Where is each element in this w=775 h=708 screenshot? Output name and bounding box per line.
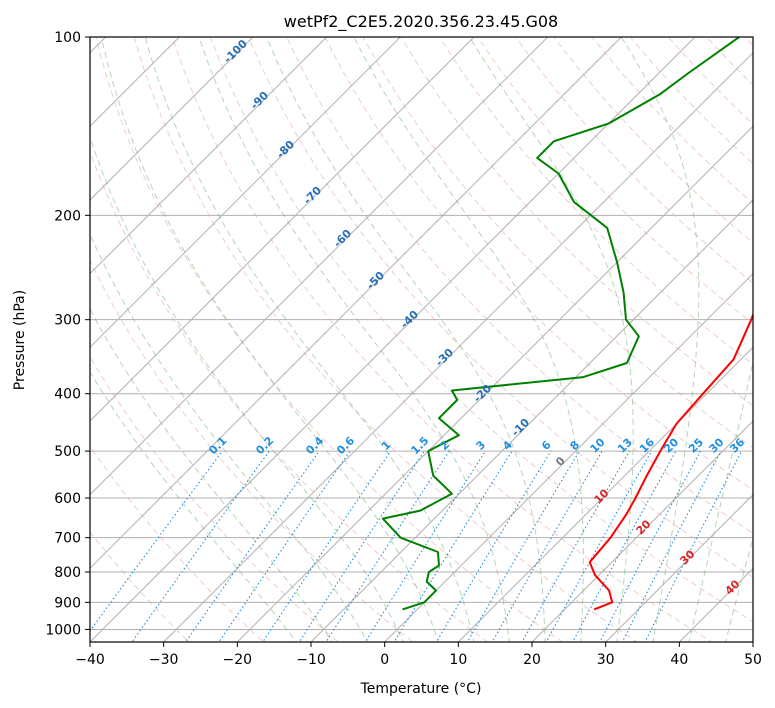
isotherm-line — [457, 346, 753, 642]
mixing-ratio-line — [435, 450, 552, 642]
sounding-profiles — [381, 37, 753, 611]
x-axis: −40 −30 −20 −10 0 10 20 30 40 50 — [75, 642, 762, 668]
plot-frame — [89, 36, 754, 643]
dry-adiabat-line — [286, 37, 753, 534]
temperature-profile — [588, 311, 753, 611]
y-tick-label: 100 — [54, 30, 81, 46]
moist-adiabat-line — [725, 536, 753, 642]
isotherm-line — [90, 37, 622, 570]
y-tick-label: 400 — [54, 387, 81, 403]
x-tick-label: −40 — [75, 652, 105, 668]
dewpoint-profile — [381, 37, 740, 611]
y-axis: 100 200 300 400 500 600 700 800 900 1000 — [45, 30, 90, 638]
x-tick-label: 50 — [744, 652, 762, 668]
mixing-ratio-line — [466, 450, 580, 642]
dry-adiabat-line — [477, 37, 753, 325]
y-tick-label: 900 — [54, 595, 81, 611]
moist-adiabat-line — [198, 37, 510, 642]
moist-adiabat-line — [266, 37, 546, 642]
moist-adiabat-line — [469, 37, 634, 642]
mixing-ratio-line — [218, 450, 351, 642]
dry-adiabat-line — [324, 37, 753, 491]
dry-adiabat-line — [171, 37, 713, 642]
isotherm-line — [90, 37, 475, 422]
isotherm-line — [90, 37, 328, 275]
isotherm-grid — [90, 37, 753, 642]
mixing-ratio-line — [131, 450, 270, 642]
moist-adiabat-line — [100, 37, 440, 642]
x-tick-label: −20 — [223, 652, 253, 668]
plot-area — [90, 37, 753, 642]
x-axis-label: Temperature (°C) — [360, 681, 482, 697]
isotherm-line — [90, 37, 401, 349]
moist-adiabats — [90, 37, 753, 642]
isobar-grid — [90, 37, 753, 630]
x-tick-label: −30 — [149, 652, 179, 668]
dry-adiabat-line — [438, 37, 753, 366]
isotherm-line — [236, 125, 753, 642]
isotherm-line — [163, 51, 753, 642]
isotherm-line — [531, 420, 753, 642]
dry-adiabat-line — [133, 37, 638, 642]
moist-adiabat-line — [90, 135, 404, 642]
moist-adiabat-line — [90, 232, 369, 642]
dry-adiabat-line — [90, 259, 414, 642]
y-tick-label: 500 — [54, 444, 81, 460]
dry-adiabat-line — [248, 37, 753, 578]
y-tick-label: 1000 — [45, 622, 81, 638]
mixing-ratio-line — [644, 450, 743, 642]
dry-adiabat-line — [95, 37, 564, 642]
mixing-ratio-line — [185, 450, 320, 642]
mixing-ratio-line — [545, 450, 653, 642]
mixing-ratio-lines — [90, 450, 743, 642]
mixing-ratio-line — [491, 450, 603, 642]
moist-adiabat-line — [353, 37, 584, 642]
x-tick-label: 0 — [380, 652, 389, 668]
x-tick-label: −10 — [296, 652, 326, 668]
mixing-ratio-line — [262, 450, 392, 642]
moist-adiabat-line — [620, 37, 700, 642]
isotherm-line — [90, 37, 549, 496]
y-tick-label: 700 — [54, 531, 81, 547]
isotherm-line — [90, 37, 254, 201]
mixing-ratio-line — [325, 450, 450, 642]
moist-adiabat-line — [90, 308, 333, 642]
x-tick-label: 20 — [523, 652, 541, 668]
dry-adiabat-line — [90, 445, 265, 642]
dry-adiabat-line — [629, 37, 753, 165]
y-tick-label: 200 — [54, 208, 81, 224]
dry-adiabat-line — [362, 37, 753, 449]
x-tick-label: 40 — [670, 652, 688, 668]
isotherm-line — [605, 493, 753, 642]
y-tick-label: 300 — [54, 313, 81, 329]
moist-adiabat-line — [90, 370, 297, 642]
mixing-ratio-line — [298, 450, 425, 642]
dry-adiabats — [90, 37, 753, 642]
x-tick-label: 10 — [449, 652, 467, 668]
dry-adiabat-line — [90, 150, 489, 642]
y-axis-label: Pressure (hPa) — [12, 290, 28, 390]
y-tick-label: 600 — [54, 491, 81, 507]
moist-adiabat-line — [144, 37, 475, 642]
chart-title: wetPf2_C2E5.2020.356.23.45.G08 — [284, 12, 558, 32]
x-tick-label: 30 — [597, 652, 615, 668]
y-tick-label: 800 — [54, 565, 81, 581]
isotherm-line — [90, 37, 696, 642]
dry-adiabat-line — [667, 37, 753, 125]
moist-adiabat-line — [688, 358, 753, 642]
isotherm-line — [384, 272, 753, 642]
